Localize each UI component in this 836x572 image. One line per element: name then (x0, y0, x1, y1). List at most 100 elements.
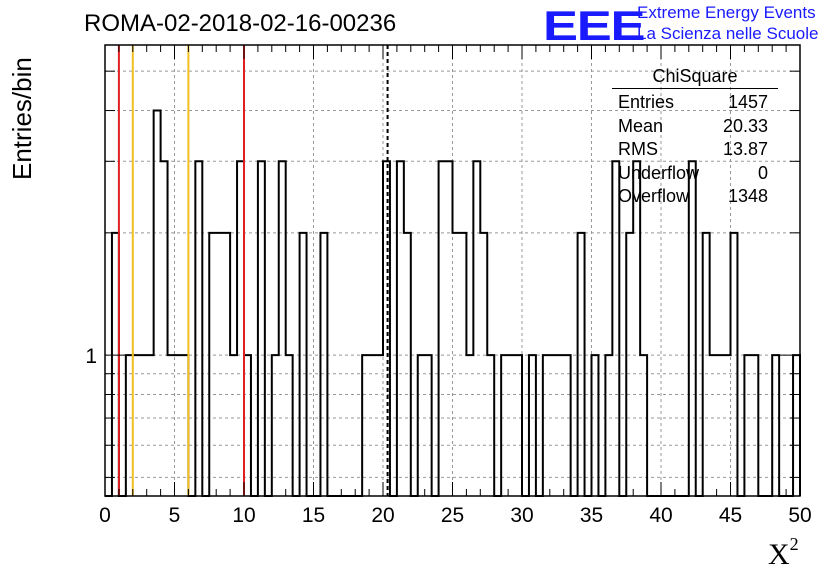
x-tick-label: 25 (441, 504, 464, 527)
histogram-bin (168, 355, 175, 496)
histogram-bin (550, 355, 557, 496)
histogram-bin (133, 355, 140, 496)
stats-value: 0 (757, 162, 768, 183)
histogram-bin (508, 355, 515, 496)
histogram-bin (195, 161, 202, 496)
histogram-bin (446, 161, 453, 496)
histogram-bin (279, 161, 286, 496)
x-tick-label: 35 (580, 504, 603, 527)
histogram-bin (592, 355, 599, 496)
stats-row-entries: Entries 1457 (612, 91, 778, 115)
stats-title: ChiSquare (612, 66, 778, 89)
histogram-bin (244, 355, 251, 496)
histogram-bin (230, 355, 237, 496)
histogram-bin (286, 355, 293, 496)
histogram-bin (578, 233, 585, 496)
x-tick-label: 45 (719, 504, 742, 527)
stats-row-underflow: Underflow 0 (612, 162, 778, 186)
histogram-bin (564, 355, 571, 496)
histogram-bin (501, 355, 508, 496)
histogram-bin (557, 355, 564, 496)
histogram-bin (487, 355, 494, 496)
stats-label: Entries (618, 92, 675, 112)
histogram-bin (404, 233, 411, 496)
x-tick-label: 15 (302, 504, 325, 527)
histogram-bin (529, 355, 536, 496)
histogram-bin (154, 111, 161, 496)
histogram-bin (376, 355, 383, 496)
histogram-bin (731, 233, 738, 496)
histogram-bin (147, 355, 154, 496)
histogram-bin (300, 233, 307, 496)
histogram-bin (272, 355, 279, 496)
histogram-bin (383, 161, 390, 496)
histogram-bin (543, 355, 550, 496)
stats-value: 20.33 (722, 115, 768, 136)
histogram-bin (320, 233, 327, 496)
histogram-bin (175, 355, 182, 496)
histogram-bin (258, 161, 265, 496)
y-tick-label: 1 (85, 345, 97, 368)
stats-box: ChiSquare Entries 1457 Mean 20.33 RMS 13… (612, 66, 778, 209)
histogram-bin (209, 233, 216, 496)
histogram-bin (112, 233, 119, 496)
histogram-bin (703, 233, 710, 496)
x-tick-label: 20 (371, 504, 394, 527)
histogram-bin (710, 355, 717, 496)
histogram-bin (397, 161, 404, 496)
x-tick-label: 50 (788, 504, 811, 527)
chart-title: ROMA-02-2018-02-16-00236 (84, 10, 397, 37)
histogram-bin (640, 355, 647, 496)
stats-row-mean: Mean 20.33 (612, 115, 778, 139)
histogram-bin (223, 233, 230, 496)
histogram-bin (216, 233, 223, 496)
x-axis-label: X2 (768, 534, 799, 571)
histogram-bin (140, 355, 147, 496)
eee-logo: EEE (543, 2, 646, 49)
stats-value: 1457 (727, 92, 768, 112)
x-tick-label: 0 (99, 504, 111, 527)
logo-line-2: La Scienza nelle Scuole (637, 24, 819, 43)
stats-label: RMS (618, 139, 658, 159)
histogram-bin (237, 161, 244, 496)
histogram-bin (772, 355, 779, 496)
x-tick-label: 40 (649, 504, 672, 527)
stats-row-rms: RMS 13.87 (612, 138, 778, 162)
x-tick-label: 10 (232, 504, 255, 527)
histogram-bin (126, 355, 133, 496)
x-tick-label: 30 (510, 504, 533, 527)
y-axis-label: Entries/bin (7, 57, 37, 180)
stats-value: 1348 (727, 186, 768, 206)
histogram-bin (473, 161, 480, 496)
stats-label: Overflow (618, 186, 690, 206)
histogram-bin (439, 161, 446, 496)
histogram-bin (724, 355, 731, 496)
stats-label: Underflow (618, 162, 700, 183)
histogram-bin (369, 355, 376, 496)
histogram-bin (751, 355, 758, 496)
histogram-bin (605, 355, 612, 496)
histogram-bin (717, 355, 724, 496)
stats-label: Mean (618, 115, 664, 136)
histogram-bin (418, 355, 425, 496)
histogram-bin (362, 355, 369, 496)
histogram-bin (793, 355, 800, 496)
histogram-bin (612, 161, 619, 496)
histogram-bin (181, 355, 188, 496)
stats-row-overflow: Overflow 1348 (612, 185, 778, 209)
histogram-bin (689, 161, 696, 496)
histogram-bin (515, 355, 522, 496)
histogram-bin (480, 233, 487, 496)
histogram-bin (425, 355, 432, 496)
x-tick-label: 5 (169, 504, 181, 527)
histogram-bin (161, 161, 168, 496)
histogram-bin (459, 233, 466, 496)
histogram-bin (626, 233, 633, 496)
histogram-bin (453, 233, 460, 496)
histogram-bin (466, 355, 473, 496)
stats-value: 13.87 (722, 139, 768, 159)
histogram-bin (633, 161, 640, 496)
logo-line-1: Extreme Energy Events (637, 3, 816, 22)
histogram-bin (744, 355, 751, 496)
